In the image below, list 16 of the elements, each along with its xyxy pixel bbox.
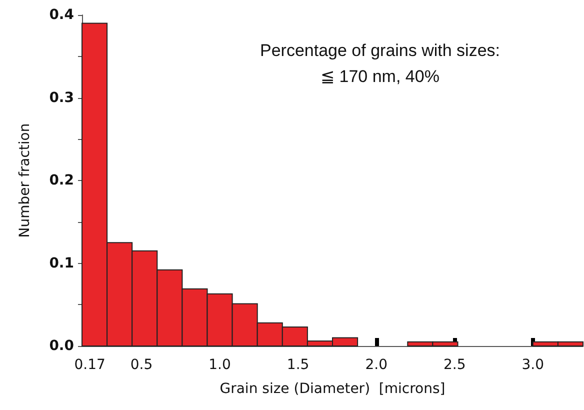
y-tick-label: 0.4 — [49, 7, 74, 23]
y-axis-title: Number fraction — [17, 123, 33, 238]
y-tick-label: 0.0 — [49, 338, 74, 354]
y-tick-label: 0.3 — [49, 90, 74, 106]
x-tick-label: 1.5 — [286, 357, 310, 373]
x-tick-label: 0.5 — [130, 357, 153, 373]
x-tick-label: 0.17 — [74, 357, 106, 373]
y-tick-label: 0.2 — [49, 172, 74, 188]
x-tick-label: 3.0 — [522, 357, 544, 373]
x-tick-label: 2.0 — [365, 357, 388, 373]
annotation: ≦ 170 nm, 40% — [320, 67, 440, 86]
x-tick-label: 1.0 — [208, 357, 231, 373]
x-axis-title: Grain size (Diameter) [microns] — [220, 381, 446, 397]
annotation: Percentage of grains with sizes: — [260, 41, 500, 60]
y-tick-label: 0.1 — [49, 255, 74, 272]
x-tick-label: 2.5 — [443, 357, 466, 373]
